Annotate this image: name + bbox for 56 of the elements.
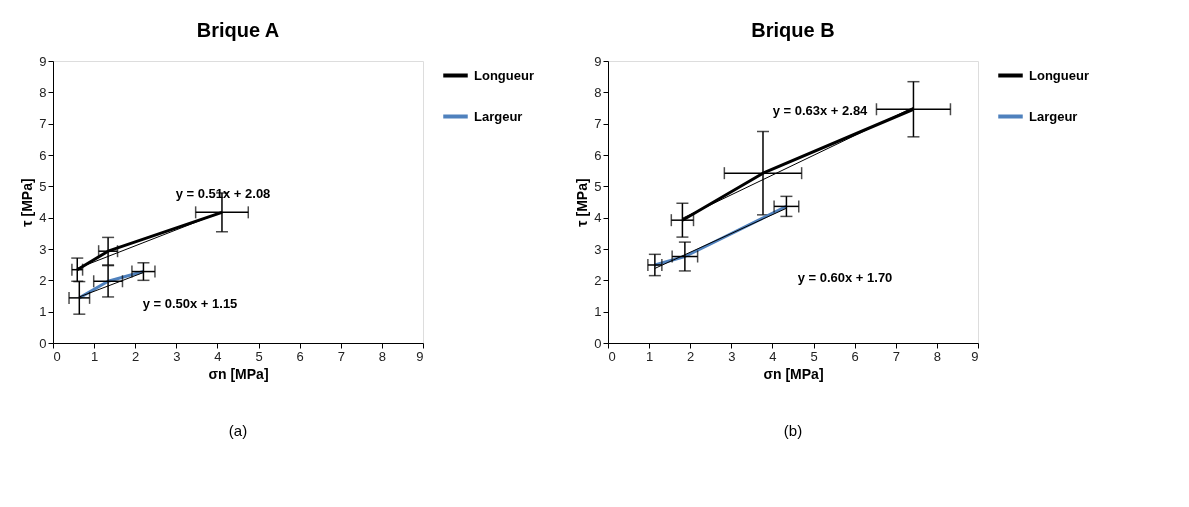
x-tick-label: 3 (173, 348, 181, 364)
y-tick-label: 0 (39, 335, 47, 351)
y-tick-label: 4 (594, 210, 602, 226)
y-tick-label: 6 (594, 147, 602, 163)
y-tick-label: 9 (39, 53, 47, 69)
y-tick-label: 9 (594, 53, 602, 69)
y-tick-label: 7 (39, 116, 47, 132)
chart-title: Brique A (196, 19, 280, 41)
x-tick-label: 9 (971, 348, 979, 364)
legend-label: Longueur (474, 67, 534, 83)
x-tick-label: 8 (378, 348, 387, 364)
y-tick-label: 5 (594, 178, 602, 194)
y-tick-label: 7 (594, 116, 602, 132)
x-tick-label: 5 (255, 348, 263, 364)
y-tick-label: 0 (594, 335, 602, 351)
y-tick-label: 8 (594, 84, 602, 100)
x-tick-label: 8 (933, 348, 942, 364)
y-axis-title: τ [MPa] (19, 178, 36, 227)
legend-label: Largeur (1029, 108, 1078, 124)
y-tick-label: 2 (39, 272, 47, 288)
legend-label: Largeur (474, 108, 523, 124)
y-tick-label: 4 (39, 210, 47, 226)
y-tick-label: 8 (39, 84, 47, 100)
x-tick-label: 6 (296, 348, 304, 364)
x-tick-label: 3 (728, 348, 736, 364)
y-tick-label: 1 (594, 304, 602, 320)
x-tick-label: 4 (769, 348, 777, 364)
x-tick-label: 7 (337, 348, 345, 364)
text: (b) (783, 422, 803, 439)
annotation: y = 0.51x + 2.08 (175, 186, 271, 201)
y-tick-label: 6 (39, 147, 47, 163)
x-tick-label: 5 (810, 348, 818, 364)
y-axis-title: τ [MPa] (574, 178, 591, 227)
text: (a) (228, 422, 248, 439)
x-tick-label: 1 (90, 348, 99, 364)
annotation: y = 0.63x + 2.84 (772, 103, 869, 118)
x-axis-title: σn [MPa] (763, 365, 824, 382)
x-axis-title: σn [MPa] (208, 365, 269, 382)
y-tick-label: 3 (594, 241, 602, 257)
x-tick-label: 4 (214, 348, 222, 364)
x-tick-label: 0 (53, 348, 61, 364)
x-tick-label: 9 (416, 348, 424, 364)
x-tick-label: 1 (645, 348, 654, 364)
annotation: y = 0.50x + 1.15 (142, 296, 238, 311)
x-tick-label: 6 (851, 348, 859, 364)
y-tick-label: 2 (594, 272, 602, 288)
y-tick-label: 1 (39, 304, 47, 320)
x-tick-label: 2 (687, 348, 695, 364)
legend-label: Longueur (1029, 67, 1089, 83)
y-tick-label: 5 (39, 178, 47, 194)
x-tick-label: 0 (608, 348, 616, 364)
x-tick-label: 2 (132, 348, 140, 364)
y-tick-label: 3 (39, 241, 47, 257)
chart-title: Brique B (751, 19, 835, 41)
annotation: y = 0.60x + 1.70 (797, 270, 893, 285)
x-tick-label: 7 (892, 348, 900, 364)
